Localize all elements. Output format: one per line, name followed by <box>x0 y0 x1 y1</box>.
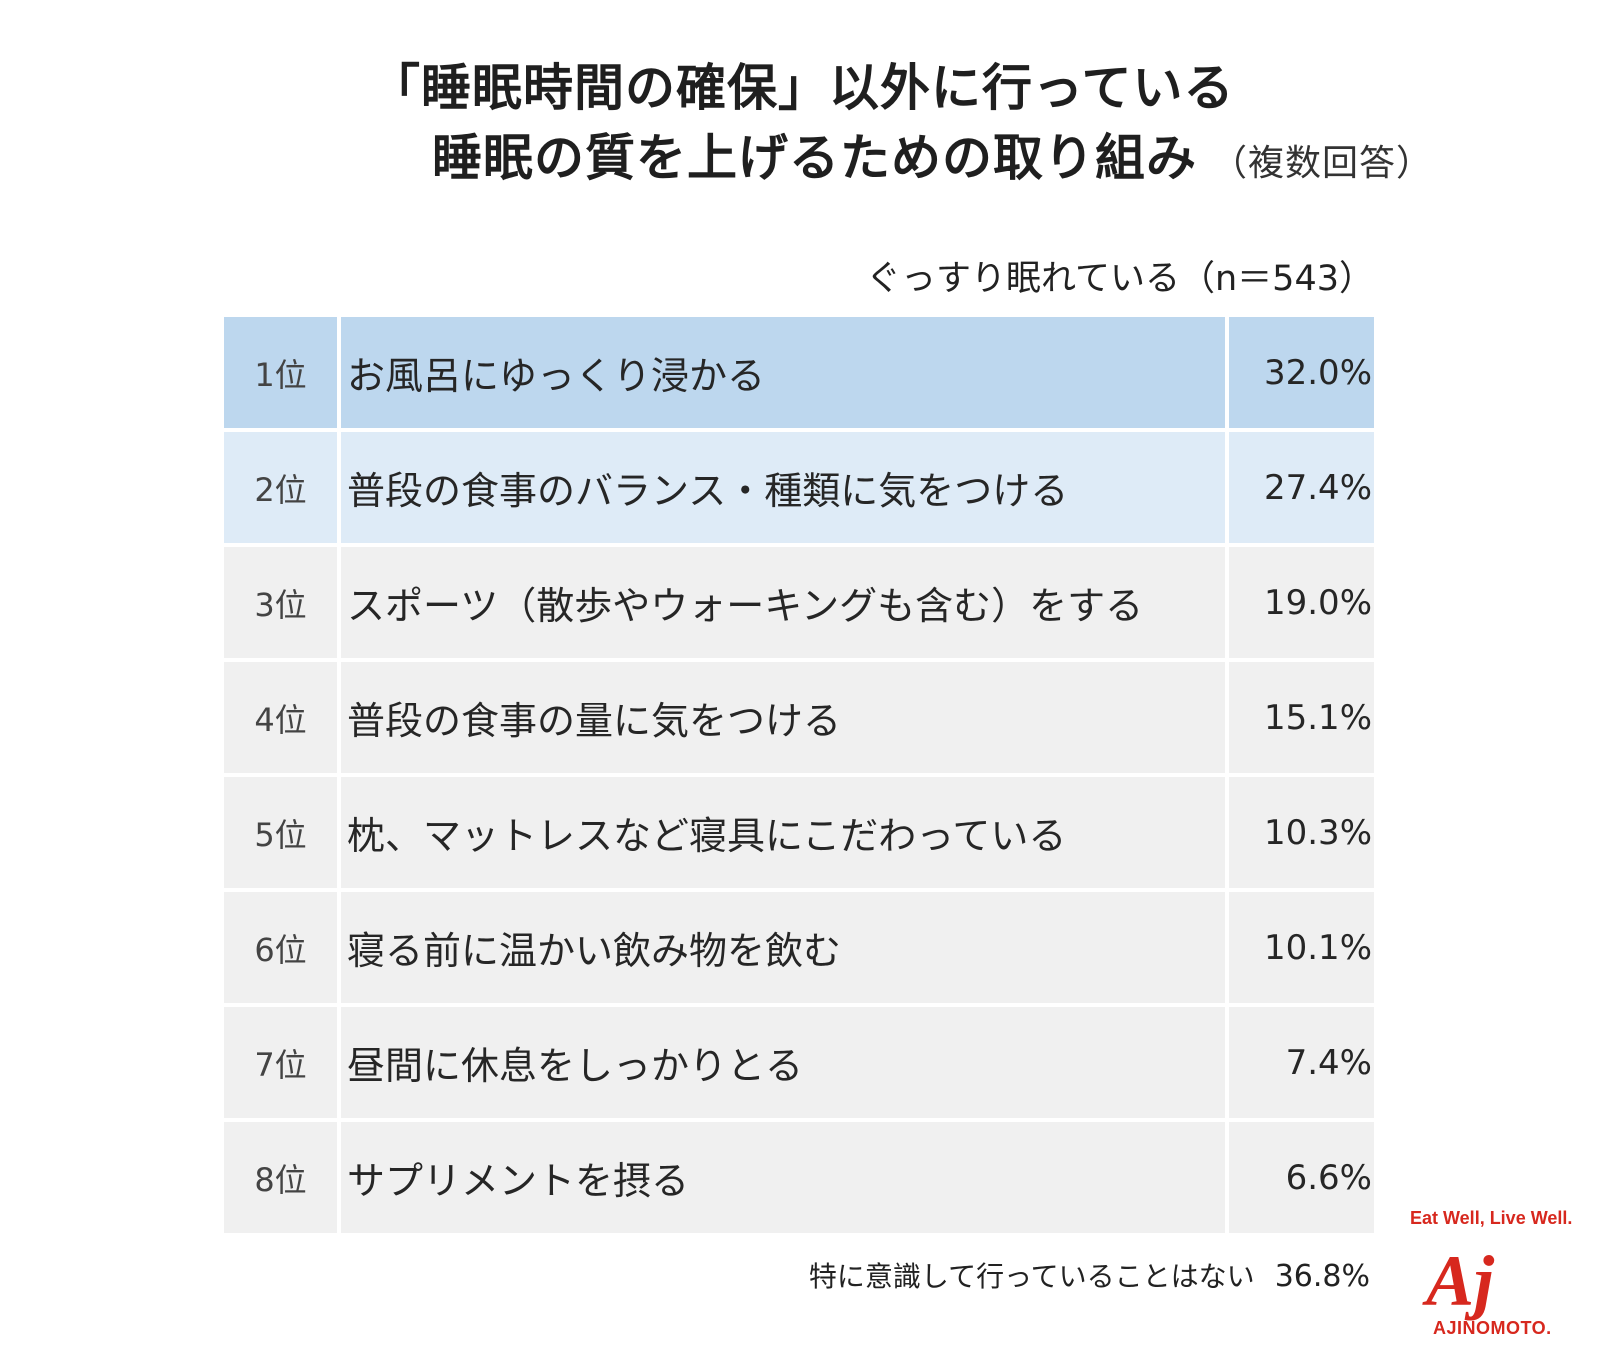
chart-title-line1: 「睡眠時間の確保」以外に行っている <box>370 59 1235 117</box>
group-label: ぐっすり眠れている（n＝543） <box>866 259 1374 299</box>
table-row: 8位 サプリメントを摂る 6.6% <box>224 1122 1374 1237</box>
table-row: 5位 枕、マットレスなど寝具にこだわっている 10.3% <box>224 777 1374 892</box>
table-row: 7位 昼間に休息をしっかりとる 7.4% <box>224 1007 1374 1122</box>
rank-cell: 2位 <box>224 432 337 543</box>
chart-title-note: （複数回答） <box>1211 143 1434 184</box>
table-row: 1位 お風呂にゆっくり浸かる 32.0% <box>224 317 1374 432</box>
label-cell: スポーツ（散歩やウォーキングも含む）をする <box>341 547 1225 658</box>
label-cell: サプリメントを摂る <box>341 1122 1225 1233</box>
rank-cell: 7位 <box>224 1007 337 1118</box>
value-cell: 27.4% <box>1229 432 1374 543</box>
value-cell: 32.0% <box>1229 317 1374 428</box>
chart-title-text: 睡眠の質を上げるための取り組み <box>432 129 1197 187</box>
table-row: 3位 スポーツ（散歩やウォーキングも含む）をする 19.0% <box>224 547 1374 662</box>
value-cell: 15.1% <box>1229 662 1374 773</box>
chart-title-line2: 睡眠の質を上げるための取り組み （複数回答） <box>432 118 1433 190</box>
ranking-table: 1位 お風呂にゆっくり浸かる 32.0% 2位 普段の食事のバランス・種類に気をつける 2… <box>224 317 1374 1237</box>
value-cell: 7.4% <box>1229 1007 1374 1118</box>
rank-cell: 6位 <box>224 892 337 1003</box>
label-cell: 枕、マットレスなど寝具にこだわっている <box>341 777 1225 888</box>
label-cell: 普段の食事のバランス・種類に気をつける <box>341 432 1225 543</box>
logo-brand: AJINOMOTO. <box>1433 1318 1552 1338</box>
rank-cell: 8位 <box>224 1122 337 1233</box>
value-cell: 19.0% <box>1229 547 1374 658</box>
value-cell: 10.1% <box>1229 892 1374 1003</box>
logo-mark: Aj <box>1422 1241 1495 1321</box>
table-row: 4位 普段の食事の量に気をつける 15.1% <box>224 662 1374 777</box>
value-cell: 6.6% <box>1229 1122 1374 1233</box>
footnote-value: 36.8% <box>1274 1259 1370 1294</box>
footnote: 特に意識して行っていることはない 36.8% <box>809 1255 1370 1295</box>
rank-cell: 4位 <box>224 662 337 773</box>
label-cell: お風呂にゆっくり浸かる <box>341 317 1225 428</box>
logo-tagline: Eat Well, Live Well. <box>1410 1208 1573 1228</box>
label-cell: 普段の食事の量に気をつける <box>341 662 1225 773</box>
footnote-label: 特に意識して行っていることはない <box>808 1260 1255 1293</box>
aj-logo-icon: Aj <box>1422 1241 1495 1321</box>
label-cell: 寝る前に温かい飲み物を飲む <box>341 892 1225 1003</box>
table-row: 6位 寝る前に温かい飲み物を飲む 10.1% <box>224 892 1374 1007</box>
table-row: 2位 普段の食事のバランス・種類に気をつける 27.4% <box>224 432 1374 547</box>
rank-cell: 5位 <box>224 777 337 888</box>
rank-cell: 1位 <box>224 317 337 428</box>
rank-cell: 3位 <box>224 547 337 658</box>
value-cell: 10.3% <box>1229 777 1374 888</box>
label-cell: 昼間に休息をしっかりとる <box>341 1007 1225 1118</box>
